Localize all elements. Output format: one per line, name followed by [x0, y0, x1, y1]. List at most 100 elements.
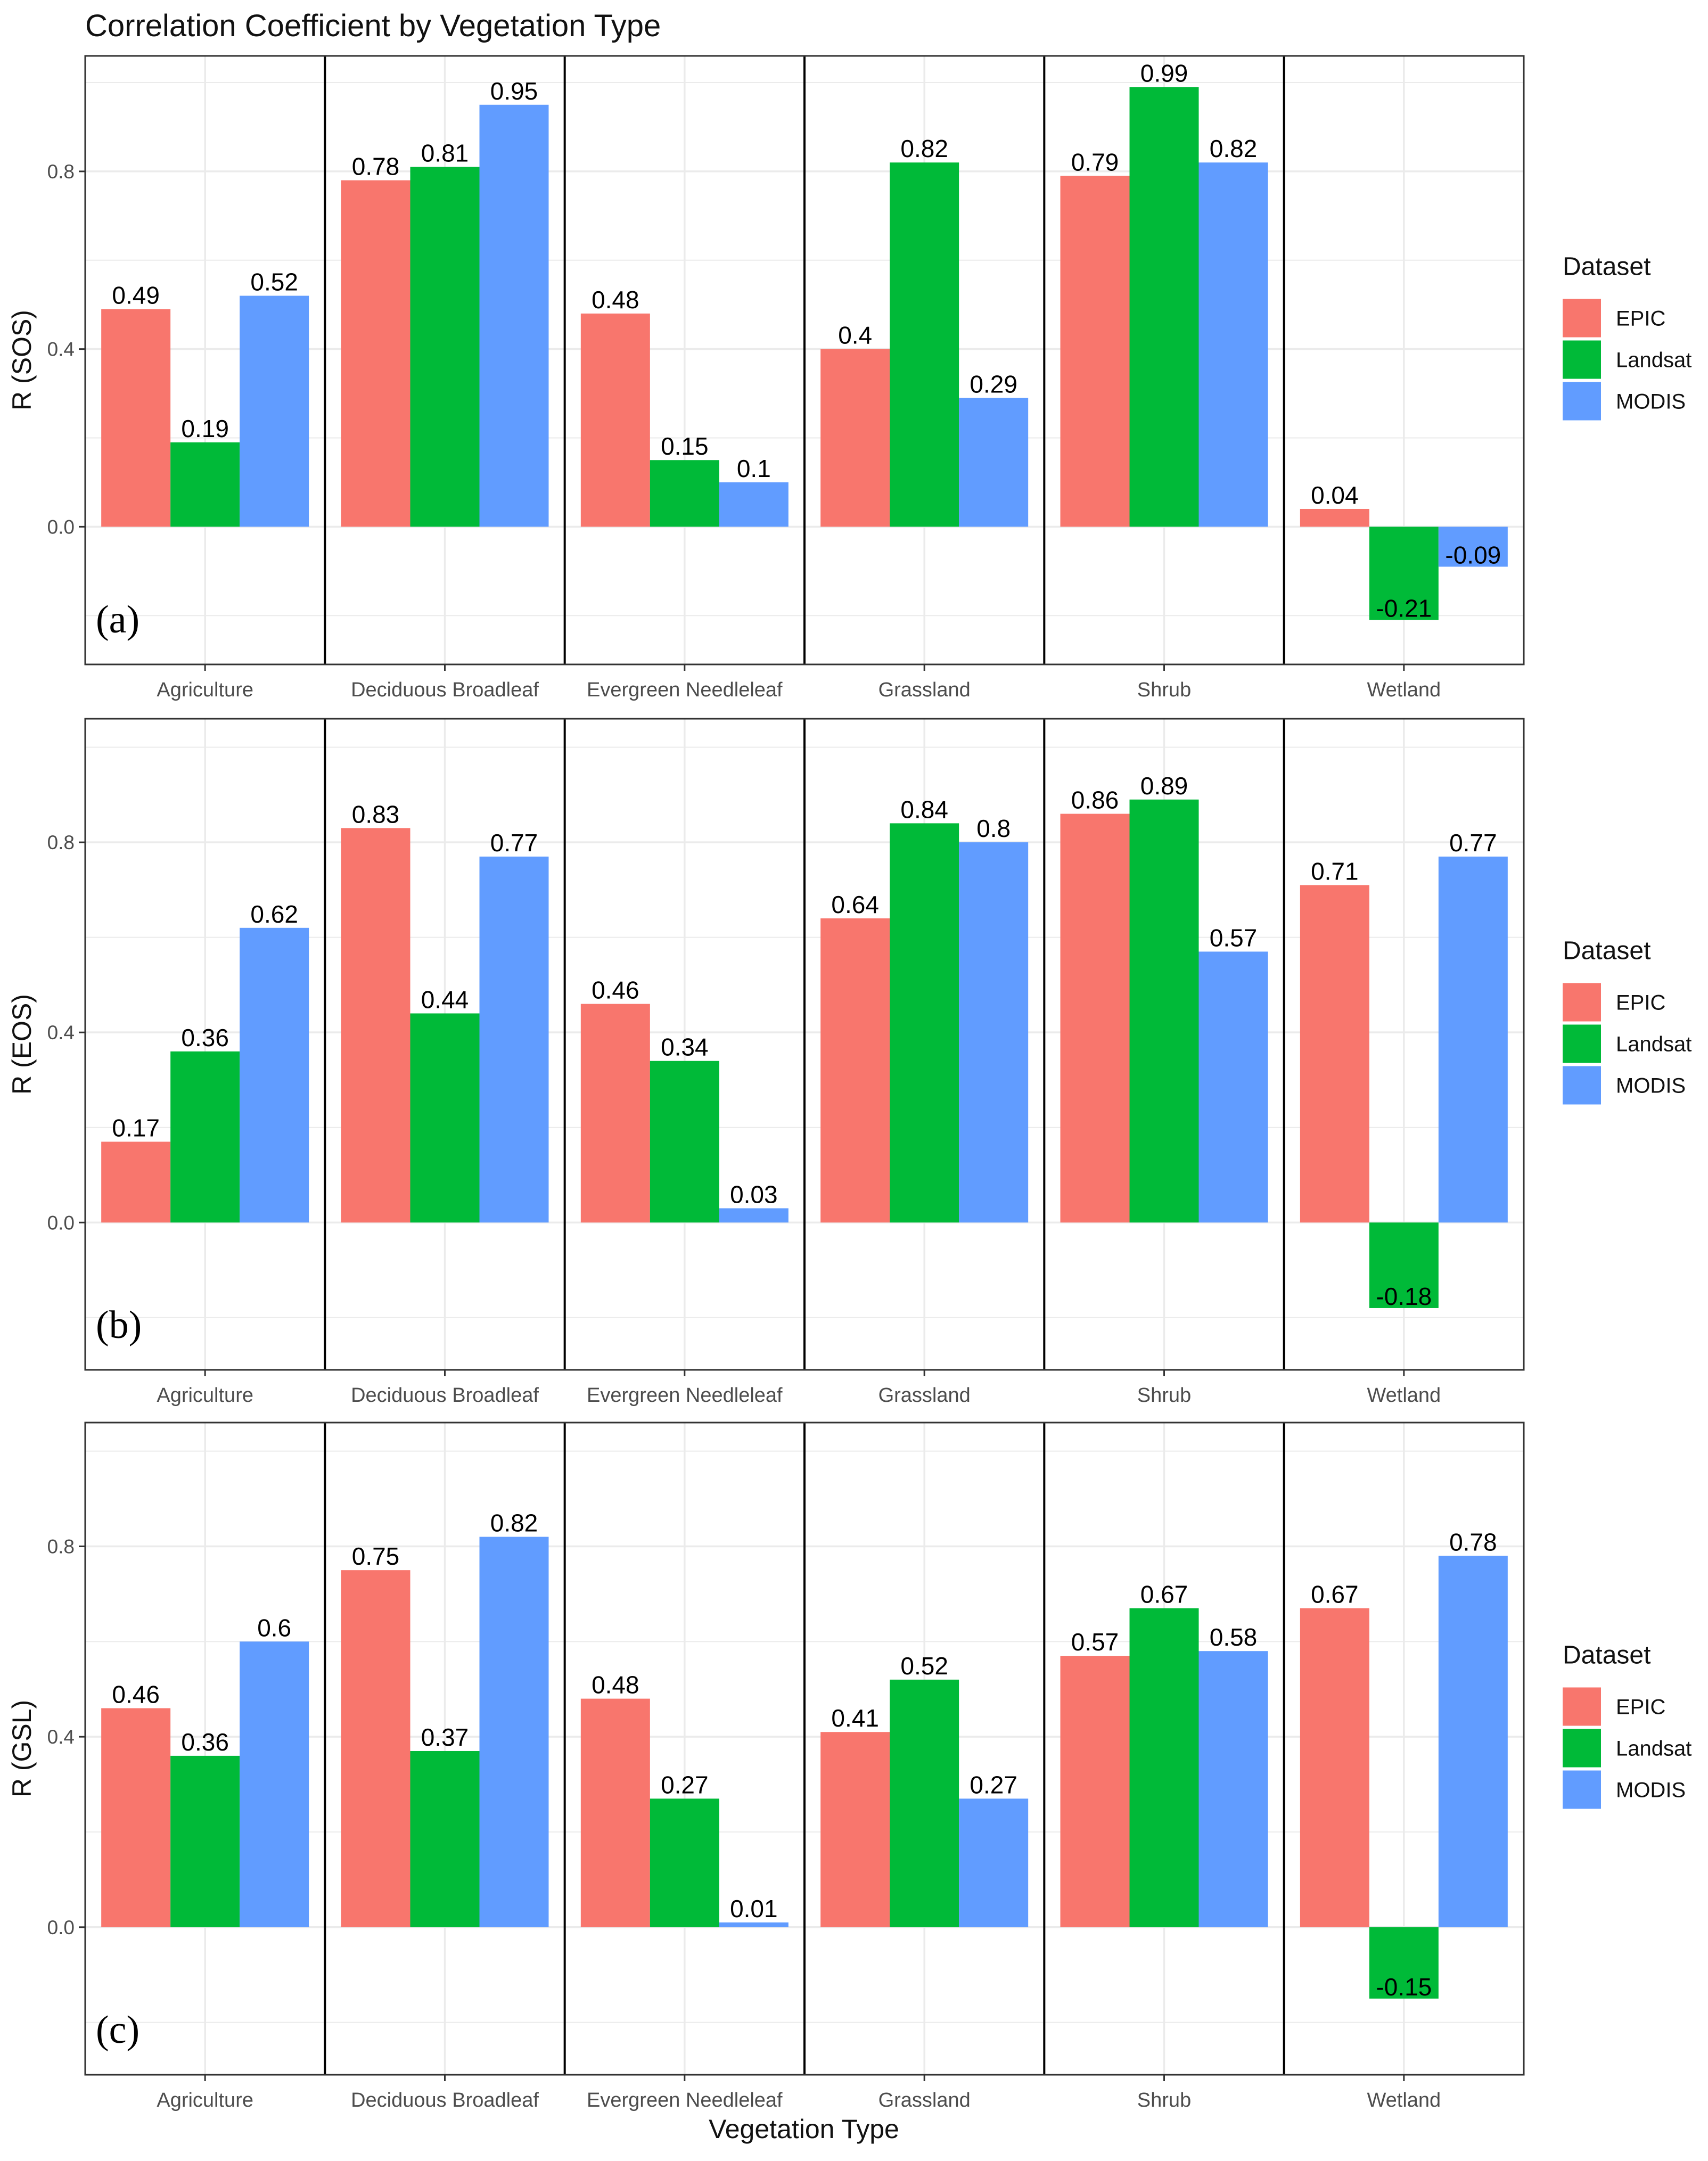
data-label: 0.82 — [1210, 135, 1258, 162]
bar-modis-evergreen-needleleaf — [719, 482, 789, 527]
data-label: 0.46 — [592, 976, 639, 1004]
panel-tag: (a) — [96, 598, 139, 642]
bar-modis-deciduous-broadleaf — [479, 856, 549, 1223]
bar-epic-deciduous-broadleaf — [341, 1570, 410, 1927]
x-tick-label: Wetland — [1367, 679, 1441, 701]
data-label: 0.95 — [490, 77, 538, 105]
x-tick-label: Shrub — [1137, 679, 1191, 701]
y-axis-title: R (GSL) — [7, 1700, 37, 1797]
data-label: 0.58 — [1210, 1623, 1258, 1651]
data-label: 0.01 — [730, 1895, 778, 1922]
legend-label-modis: MODIS — [1616, 1779, 1686, 1802]
bar-modis-grassland — [959, 1798, 1029, 1927]
bar-modis-evergreen-needleleaf — [719, 1208, 789, 1223]
bar-epic-grassland — [820, 349, 890, 527]
bar-epic-shrub — [1060, 176, 1130, 527]
data-label: 0.57 — [1210, 924, 1258, 951]
bar-epic-grassland — [820, 918, 890, 1223]
bar-modis-grassland — [959, 398, 1029, 527]
data-label: 0.27 — [970, 1771, 1017, 1798]
data-label: 0.36 — [181, 1024, 229, 1051]
data-label: 0.62 — [250, 900, 298, 928]
x-tick-label: Deciduous Broadleaf — [351, 679, 539, 701]
bar-modis-evergreen-needleleaf — [719, 1922, 789, 1927]
y-axis-title: R (EOS) — [7, 994, 37, 1095]
legend-label-epic: EPIC — [1616, 991, 1665, 1015]
bar-epic-wetland — [1300, 1608, 1369, 1927]
data-label: 0.15 — [661, 432, 709, 460]
legend-label-landsat: Landsat — [1616, 349, 1691, 372]
data-label: 0.19 — [181, 415, 229, 442]
bar-modis-wetland — [1438, 527, 1508, 567]
data-label: 0.67 — [1311, 1581, 1359, 1608]
bar-epic-deciduous-broadleaf — [341, 828, 410, 1223]
legend-label-modis: MODIS — [1616, 390, 1686, 414]
bar-landsat-evergreen-needleleaf — [650, 1061, 719, 1223]
bar-epic-agriculture — [101, 1708, 171, 1927]
data-label: 0.37 — [421, 1723, 469, 1751]
bar-epic-wetland — [1300, 885, 1369, 1223]
data-label: 0.77 — [1449, 829, 1497, 857]
legend: Dataset EPIC Landsat MODIS — [1563, 253, 1691, 421]
y-tick-label: 0.8 — [47, 161, 75, 183]
bar-modis-shrub — [1198, 951, 1268, 1223]
x-tick-label: Evergreen Needleleaf — [587, 1384, 783, 1407]
x-tick-label: Agriculture — [157, 1384, 253, 1407]
data-label: 0.81 — [421, 139, 469, 167]
y-tick-label: 0.4 — [47, 1022, 75, 1043]
bar-landsat-wetland — [1369, 527, 1439, 620]
bar-epic-evergreen-needleleaf — [580, 1698, 650, 1927]
data-label: 0.78 — [1449, 1528, 1497, 1556]
data-label: 0.77 — [490, 829, 538, 857]
data-label: 0.03 — [730, 1180, 778, 1208]
panel-2: 0.17 0.83 0.46 0.64 0.86 0.71 0.36 0.44 0.34 0.84… — [7, 718, 1691, 1407]
bar-landsat-evergreen-needleleaf — [650, 1798, 719, 1927]
legend-key-modis — [1563, 1770, 1601, 1809]
data-label: 0.49 — [112, 282, 160, 309]
x-tick-label: Deciduous Broadleaf — [351, 2089, 539, 2111]
legend-label-landsat: Landsat — [1616, 1033, 1691, 1056]
y-tick-label: 0.0 — [47, 516, 75, 538]
bar-epic-grassland — [820, 1732, 890, 1927]
bar-landsat-grassland — [890, 162, 959, 527]
legend-title: Dataset — [1563, 937, 1650, 965]
legend-label-epic: EPIC — [1616, 1696, 1665, 1719]
bar-epic-agriculture — [101, 309, 171, 527]
bar-landsat-agriculture — [170, 1755, 240, 1927]
data-label: 0.52 — [250, 268, 298, 296]
bar-landsat-grassland — [890, 823, 959, 1223]
panel-3: 0.46 0.75 0.48 0.41 0.57 0.67 0.36 0.37 0.27 0.52… — [7, 1422, 1691, 2111]
bar-modis-agriculture — [240, 1641, 309, 1927]
data-label: 0.82 — [490, 1509, 538, 1537]
x-tick-label: Shrub — [1137, 2089, 1191, 2111]
x-tick-label: Deciduous Broadleaf — [351, 1384, 539, 1407]
panel-border — [84, 1422, 1525, 2076]
bar-epic-shrub — [1060, 814, 1130, 1223]
data-label: 0.04 — [1311, 481, 1359, 509]
data-label: 0.57 — [1071, 1628, 1119, 1656]
legend: Dataset EPIC Landsat MODIS — [1563, 1641, 1691, 1809]
legend: Dataset EPIC Landsat MODIS — [1563, 937, 1691, 1105]
bar-epic-evergreen-needleleaf — [580, 313, 650, 527]
y-tick-label: 0.8 — [47, 832, 75, 853]
x-axis-title: Vegetation Type — [709, 2114, 899, 2144]
legend-key-epic — [1563, 983, 1601, 1022]
data-label: 0.29 — [970, 370, 1017, 398]
data-label: 0.52 — [900, 1652, 948, 1680]
data-label: 0.99 — [1140, 59, 1188, 87]
data-label: 0.71 — [1311, 857, 1359, 885]
legend-label-epic: EPIC — [1616, 307, 1665, 331]
data-label: 0.34 — [661, 1033, 709, 1061]
legend-title: Dataset — [1563, 253, 1650, 281]
data-label: 0.86 — [1071, 786, 1119, 814]
bar-landsat-wetland — [1369, 1927, 1439, 1999]
bar-epic-evergreen-needleleaf — [580, 1004, 650, 1223]
data-label: -0.21 — [1376, 595, 1432, 622]
bar-modis-shrub — [1198, 162, 1268, 527]
data-label: 0.4 — [838, 322, 872, 349]
bar-landsat-deciduous-broadleaf — [410, 167, 480, 527]
bar-modis-wetland — [1438, 1556, 1508, 1927]
x-tick-label: Agriculture — [157, 2089, 253, 2111]
data-label: 0.6 — [257, 1614, 291, 1641]
data-label: -0.15 — [1376, 1973, 1432, 2001]
